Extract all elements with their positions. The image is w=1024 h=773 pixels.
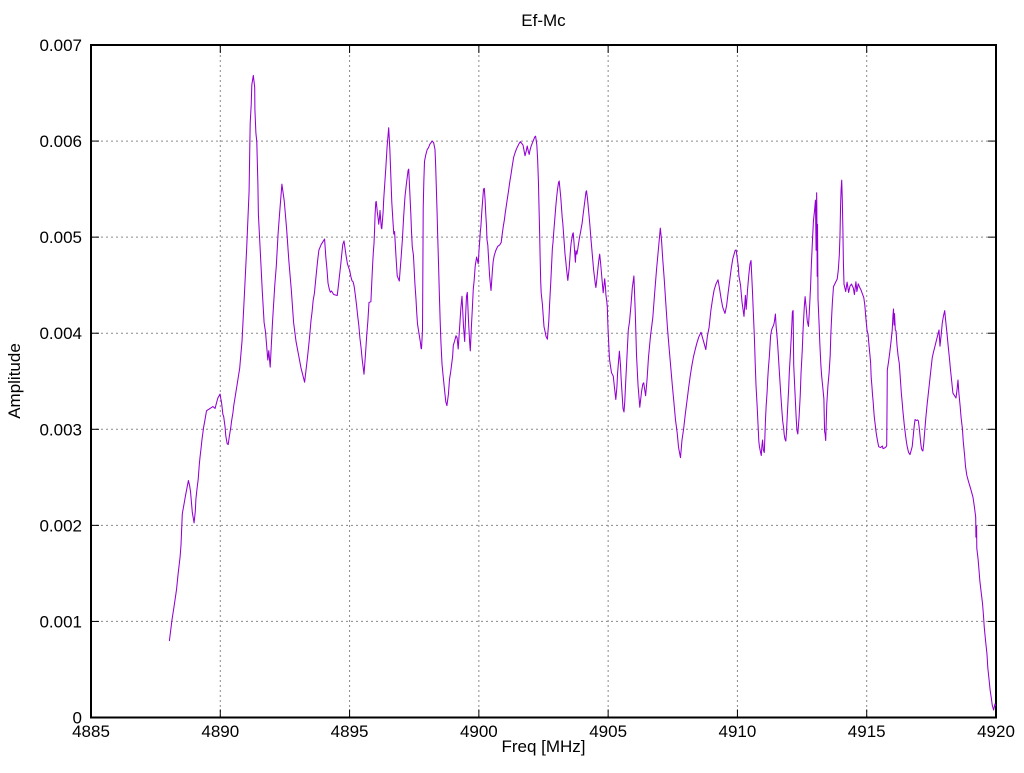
x-tick-label-4900: 4900 [460, 722, 498, 741]
x-tick-label-4910: 4910 [719, 722, 757, 741]
plot-border [90, 44, 997, 719]
axis-ticks [90, 44, 997, 718]
x-axis-label: Freq [MHz] [501, 737, 585, 756]
spectrum-trace [168, 74, 996, 711]
x-tick-label-4895: 4895 [331, 722, 369, 741]
y-tick-label-0.006: 0.006 [39, 132, 82, 151]
y-tick-label-0.003: 0.003 [39, 420, 82, 439]
x-tick-label-4915: 4915 [848, 722, 886, 741]
x-tick-label-4905: 4905 [589, 722, 627, 741]
y-tick-label-0.001: 0.001 [39, 612, 82, 631]
y-axis-label: Amplitude [5, 343, 24, 419]
y-tick-label-0.004: 0.004 [39, 324, 82, 343]
gridlines [91, 45, 996, 718]
x-tick-labels: 4885 4890 4895 4900 4905 4910 4915 4920 [72, 722, 1015, 741]
chart-title: Ef-Mc [521, 11, 566, 30]
y-tick-label-0.007: 0.007 [39, 36, 82, 55]
x-tick-label-4890: 4890 [201, 722, 239, 741]
y-tick-label-0.005: 0.005 [39, 228, 82, 247]
y-tick-labels: 0 0.001 0.002 0.003 0.004 0.005 0.006 0.007 [39, 36, 82, 728]
y-tick-label-0.002: 0.002 [39, 516, 82, 535]
y-tick-label-0: 0 [73, 709, 82, 728]
x-tick-label-4885: 4885 [72, 722, 110, 741]
x-tick-label-4920: 4920 [977, 722, 1015, 741]
